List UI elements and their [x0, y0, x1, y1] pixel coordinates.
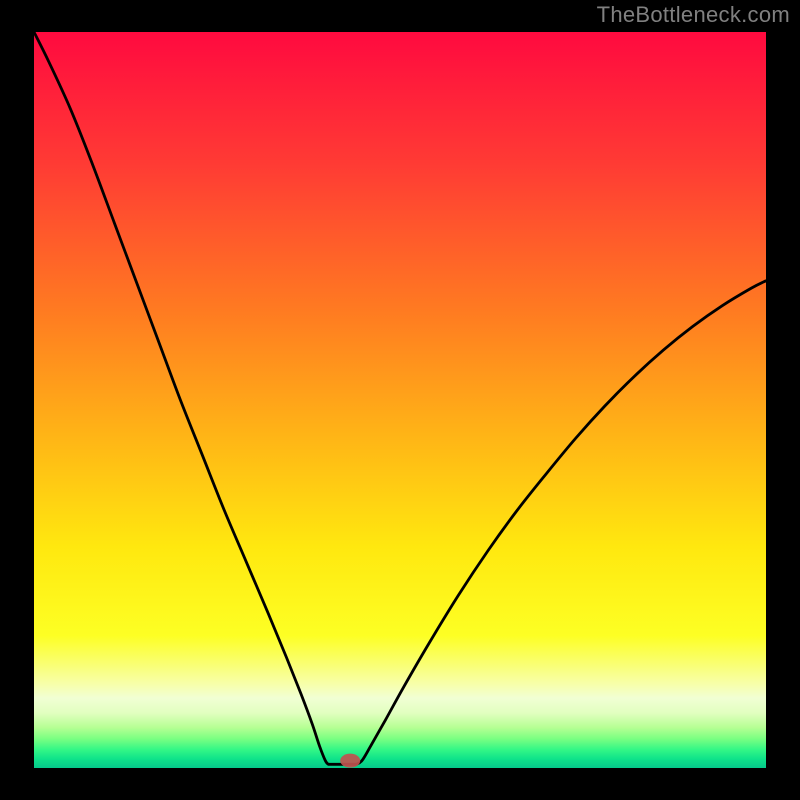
bottleneck-chart: [0, 0, 800, 800]
plot-area: [34, 32, 766, 768]
bottleneck-marker: [340, 754, 360, 768]
watermark-text: TheBottleneck.com: [597, 2, 790, 28]
